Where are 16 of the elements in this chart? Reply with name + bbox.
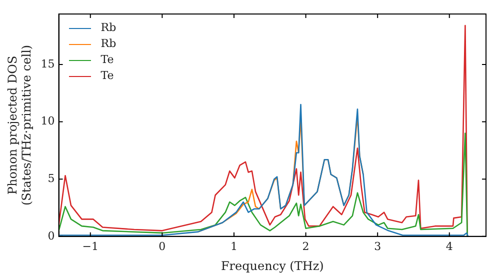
x-axis-title: Frequency (THz) (220, 258, 324, 273)
x-tick-label: 1 (230, 240, 238, 253)
legend-label: Te (100, 68, 114, 84)
x-tick-label: 4 (446, 240, 453, 253)
y-tick-label: 5 (48, 172, 55, 185)
y-axis-title: Phonon projected DOS (States/THz·primitive cell) (5, 44, 34, 206)
legend-label: Rb (100, 36, 116, 52)
x-tick-label: 0 (158, 240, 166, 253)
x-tick-label: −1 (82, 240, 98, 253)
legend-label: Te (100, 52, 114, 68)
legend-label: Rb (100, 20, 116, 36)
x-tick-label: 2 (302, 240, 310, 253)
y-tick-label: 15 (40, 57, 55, 70)
x-tick-label: 3 (374, 240, 382, 253)
y-tick-label: 10 (40, 114, 55, 128)
y-tick-label: 0 (48, 229, 55, 242)
